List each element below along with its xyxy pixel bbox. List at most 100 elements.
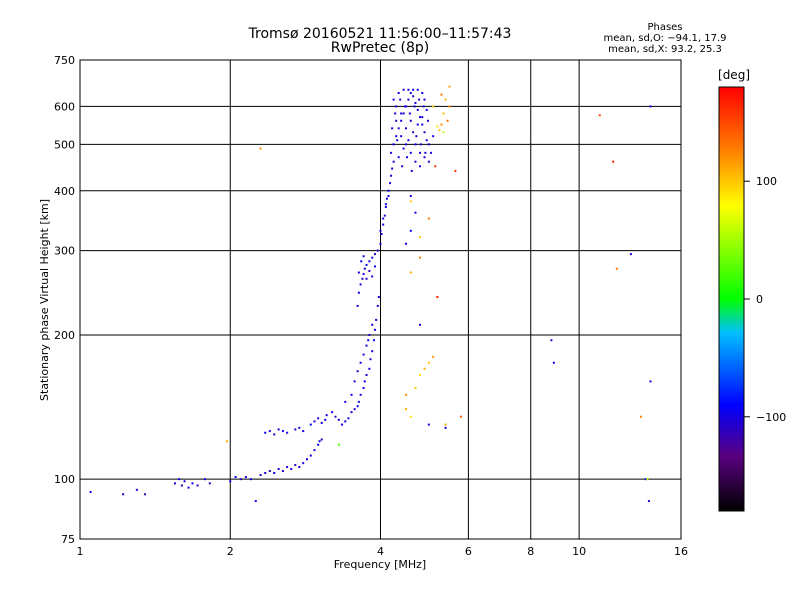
data-point-x — [444, 98, 447, 101]
data-point-o — [350, 411, 353, 414]
data-point-o — [320, 421, 323, 424]
data-point-o — [362, 353, 365, 356]
data-point-o — [405, 143, 408, 146]
data-point-o — [402, 147, 405, 150]
data-point-o — [359, 393, 362, 396]
data-point-o — [402, 112, 405, 115]
data-point-o — [413, 105, 416, 108]
data-point-o — [382, 223, 385, 226]
data-point-o — [401, 165, 404, 168]
data-point-o — [368, 367, 371, 370]
data-point-o — [191, 482, 194, 485]
data-point-o — [350, 393, 353, 396]
data-point-o — [362, 386, 365, 389]
data-point-o — [421, 123, 424, 126]
data-point-o — [286, 431, 289, 434]
data-point-o — [390, 174, 393, 177]
data-point-o — [409, 119, 412, 122]
data-point-o — [392, 98, 395, 101]
y-tick-label: 400 — [54, 185, 75, 198]
y-axis-label: Stationary phase Virtual Height [km] — [38, 199, 51, 401]
data-point-o — [416, 88, 419, 91]
data-point-x — [436, 296, 439, 299]
data-point-o — [281, 469, 284, 472]
data-point-o — [294, 464, 297, 467]
data-point-o — [423, 156, 426, 159]
data-point-o — [412, 131, 415, 134]
data-point-o — [357, 271, 360, 274]
data-point-o — [286, 466, 289, 469]
data-point-o — [371, 350, 374, 353]
data-point-o — [396, 139, 399, 142]
data-point-o — [309, 454, 312, 457]
data-point-o — [374, 265, 377, 268]
data-point-o — [325, 414, 328, 417]
data-point-o — [302, 462, 305, 465]
data-point-o — [389, 182, 392, 185]
data-point-x — [405, 393, 408, 396]
data-point-o — [344, 420, 347, 423]
data-point-o — [353, 408, 356, 411]
data-point-o — [208, 482, 211, 485]
data-point-o — [421, 91, 424, 94]
data-point-x — [409, 200, 412, 203]
data-point-o — [368, 260, 371, 263]
data-point-o — [408, 112, 411, 115]
colorbar-tick-label: 0 — [756, 293, 763, 306]
data-point-o — [377, 296, 380, 299]
data-point-o — [122, 493, 125, 496]
x-tick-label: 8 — [527, 545, 534, 558]
data-point-o — [290, 468, 293, 471]
data-point-o — [281, 430, 284, 433]
data-point-o — [425, 108, 428, 111]
data-point-o — [178, 478, 181, 481]
data-point-o — [360, 260, 363, 263]
data-point-o — [405, 242, 408, 245]
data-point-o — [649, 105, 652, 108]
data-point-x — [419, 373, 422, 376]
x-tick-label: 2 — [227, 545, 234, 558]
y-tick-label: 75 — [61, 533, 75, 546]
y-tick-label: 300 — [54, 245, 75, 258]
data-point-o — [424, 151, 427, 154]
data-point-o — [376, 304, 379, 307]
data-point-x — [434, 165, 437, 168]
data-point-o — [273, 472, 276, 475]
data-point-x — [460, 415, 463, 418]
data-point-o — [383, 214, 386, 217]
data-point-o — [239, 478, 242, 481]
data-point-x — [405, 408, 408, 411]
data-point-o — [371, 256, 374, 259]
data-point-o — [368, 269, 371, 272]
data-point-x — [446, 119, 449, 122]
data-point-o — [334, 415, 337, 418]
data-point-o — [387, 189, 390, 192]
data-point-o — [357, 400, 360, 403]
data-point-o — [382, 217, 385, 220]
data-point-x — [225, 440, 228, 443]
data-point-o — [410, 169, 413, 172]
data-point-o — [407, 98, 410, 101]
data-point-o — [268, 430, 271, 433]
y-tick-label: 750 — [54, 54, 75, 67]
data-points — [89, 85, 652, 503]
data-point-o — [397, 156, 400, 159]
data-point-o — [399, 98, 402, 101]
data-point-o — [407, 88, 410, 91]
data-point-o — [412, 95, 415, 98]
data-point-o — [444, 426, 447, 429]
chart-title-line2: RwPretec (8p) — [330, 40, 430, 56]
data-point-o — [173, 482, 176, 485]
data-point-o — [390, 151, 393, 154]
data-point-o — [317, 417, 320, 420]
x-tick-label: 4 — [377, 545, 384, 558]
data-point-o — [416, 123, 419, 126]
data-point-o — [397, 91, 400, 94]
phases-label: Phases — [647, 22, 683, 33]
data-point-o — [183, 480, 186, 483]
data-point-o — [409, 195, 412, 198]
y-tick-label: 600 — [54, 100, 75, 113]
data-point-o — [357, 291, 360, 294]
data-point-o — [362, 273, 365, 276]
data-point-o — [391, 167, 394, 170]
